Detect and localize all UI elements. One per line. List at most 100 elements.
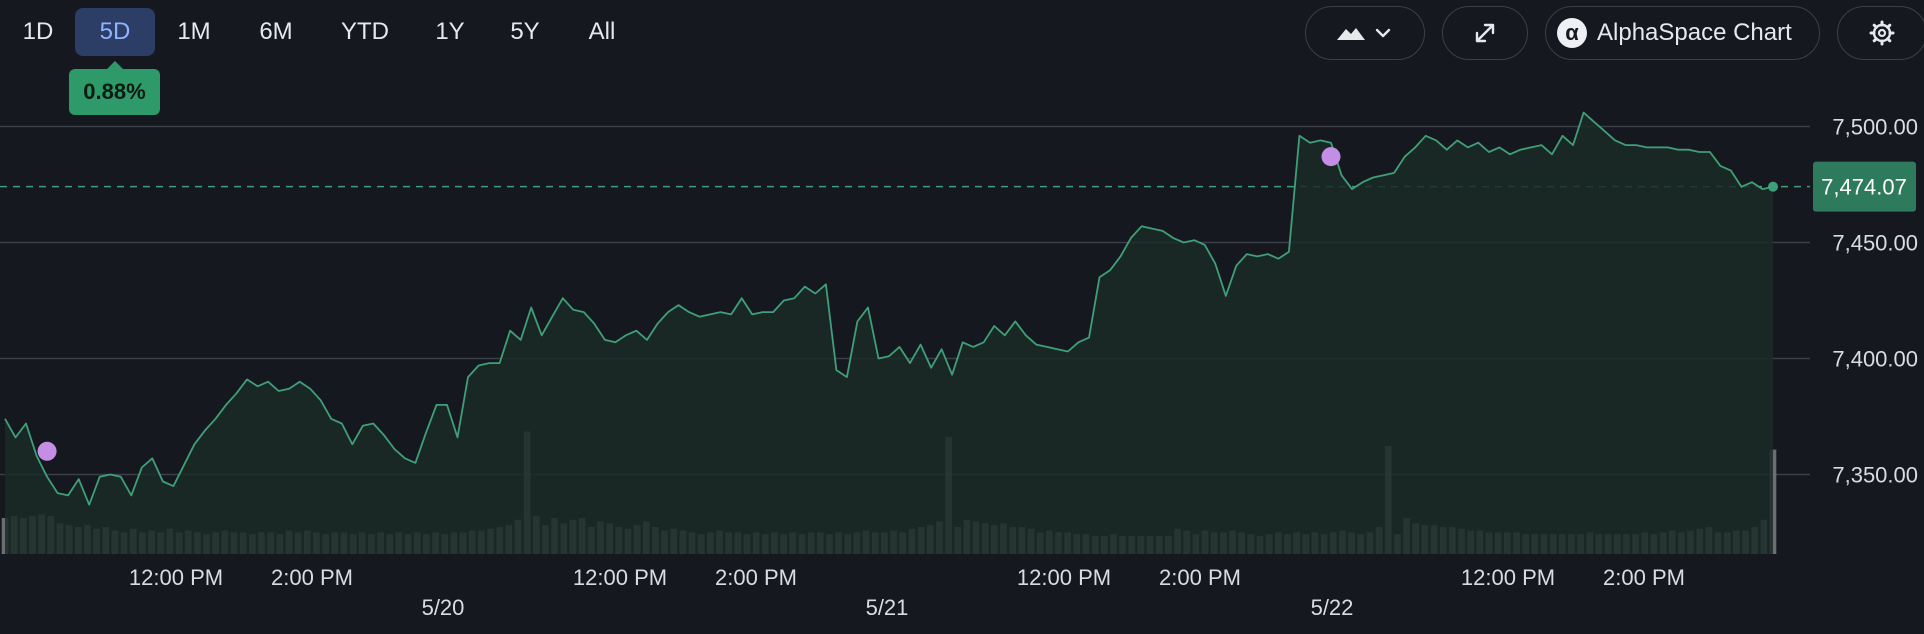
volume-bar	[578, 518, 586, 554]
range-1m-button[interactable]: 1M	[177, 18, 211, 45]
volume-bar	[1696, 528, 1704, 554]
volume-bar	[725, 532, 732, 554]
volume-bars	[1, 431, 1777, 554]
volume-bar	[1119, 536, 1126, 554]
volume-bar	[1375, 527, 1383, 554]
volume-bar	[56, 523, 64, 554]
volume-bar	[853, 532, 861, 554]
volume-bar	[1723, 532, 1731, 554]
volume-bar	[1174, 528, 1181, 554]
range-5d-button[interactable]: 5D	[75, 8, 155, 56]
volume-bar	[450, 532, 458, 554]
chart-type-dropdown[interactable]	[1305, 6, 1425, 60]
volume-bar	[1687, 530, 1694, 554]
volume-bar	[615, 527, 623, 554]
volume-bar	[505, 525, 513, 554]
volume-bar	[294, 532, 302, 554]
range-5y-button[interactable]: 5Y	[510, 18, 540, 45]
volume-bar	[84, 525, 91, 554]
volume-bar	[29, 516, 36, 554]
volume-bar	[1659, 532, 1667, 554]
volume-bar	[285, 530, 293, 554]
volume-bar	[936, 521, 943, 554]
price-area	[5, 112, 1773, 554]
range-1y-button[interactable]: 1Y	[435, 18, 465, 45]
volume-bar	[835, 532, 842, 554]
y-tick-label: 7,500.00	[1832, 115, 1918, 140]
volume-bar	[111, 530, 119, 554]
volume-bar	[1091, 536, 1099, 554]
volume-bar	[1439, 527, 1447, 554]
volume-bar	[1714, 532, 1722, 554]
volume-bar	[230, 532, 238, 554]
volume-bar	[697, 534, 705, 554]
volume-bar	[533, 516, 540, 554]
volume-bar	[1577, 534, 1584, 554]
volume-bar	[1064, 532, 1071, 554]
alphaspace-chart-button[interactable]: α AlphaSpace Chart	[1545, 6, 1820, 60]
range-all-button[interactable]: All	[588, 18, 616, 45]
volume-bar	[102, 527, 110, 554]
volume-bar	[496, 527, 503, 554]
volume-bar	[743, 534, 751, 554]
volume-bar	[166, 528, 174, 554]
x-time-label: 2:00 PM	[715, 565, 797, 590]
x-time-label: 12:00 PM	[573, 565, 667, 590]
volume-bar	[560, 523, 568, 554]
y-axis-labels: 7,350.00 7,400.00 7,450.00 7,500.00	[1832, 115, 1918, 488]
range-ytd-button[interactable]: YTD	[341, 18, 389, 45]
volume-bar	[47, 516, 55, 554]
volume-bar	[652, 527, 659, 554]
volume-bar	[1623, 534, 1630, 554]
volume-bar	[1000, 523, 1007, 554]
volume-bar	[322, 534, 329, 554]
volume-bar	[395, 532, 403, 554]
volume-bar	[1128, 536, 1136, 554]
volume-bar	[139, 532, 146, 554]
fullscreen-button[interactable]	[1442, 6, 1528, 60]
event-marker	[1321, 147, 1341, 167]
volume-bar	[1449, 527, 1456, 554]
volume-bar	[1311, 532, 1319, 554]
volume-bar	[1632, 534, 1639, 554]
volume-bar	[1595, 534, 1603, 554]
volume-bar	[1540, 534, 1548, 554]
volume-bar	[1522, 534, 1529, 554]
volume-bar	[981, 523, 989, 554]
settings-button[interactable]	[1837, 6, 1924, 60]
volume-bar	[1394, 534, 1401, 554]
volume-bar	[404, 534, 412, 554]
event-marker	[37, 441, 57, 461]
volume-bar	[331, 532, 339, 554]
chevron-down-icon	[1375, 28, 1391, 38]
x-time-label: 2:00 PM	[1159, 565, 1241, 590]
volume-bar	[1678, 532, 1685, 554]
volume-bar	[917, 527, 925, 554]
volume-bar	[926, 525, 934, 554]
volume-bar	[1604, 534, 1612, 554]
volume-bar	[1275, 532, 1282, 554]
volume-bar	[1769, 449, 1777, 554]
volume-bar	[1018, 527, 1026, 554]
volume-bar	[1494, 532, 1502, 554]
volume-bar	[413, 532, 421, 554]
volume-bar	[1155, 536, 1163, 554]
volume-bar	[249, 534, 256, 554]
volume-bar	[1485, 532, 1493, 554]
volume-bar	[1009, 527, 1016, 554]
volume-bar	[1384, 446, 1392, 554]
volume-bar	[1531, 534, 1539, 554]
volume-bar	[972, 521, 980, 554]
range-1d-button[interactable]: 1D	[22, 18, 54, 45]
volume-bar	[386, 534, 394, 554]
volume-bar	[862, 530, 870, 554]
volume-bar	[1302, 534, 1310, 554]
volume-bar	[624, 528, 632, 554]
volume-bar	[1073, 534, 1081, 554]
price-tag-box	[1813, 161, 1916, 212]
volume-bar	[1476, 530, 1484, 554]
last-price-dot	[1768, 181, 1778, 192]
range-6m-button[interactable]: 6M	[259, 18, 293, 45]
volume-bar	[267, 532, 274, 554]
